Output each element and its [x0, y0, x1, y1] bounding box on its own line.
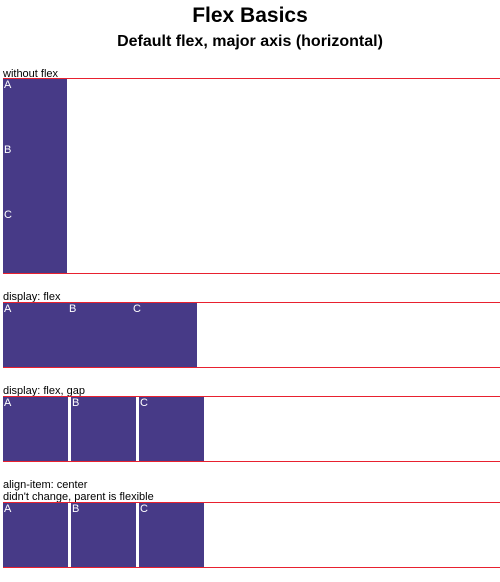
flex-item-b: B — [71, 503, 136, 567]
section-label-without-flex: without flex — [3, 68, 59, 80]
flex-item-b: B — [68, 303, 132, 367]
container-align-item-center: A B C — [3, 502, 500, 568]
flex-item-b: B — [3, 144, 67, 209]
flex-item-a: A — [3, 503, 68, 567]
flex-item-a: A — [3, 303, 68, 367]
flex-item-c: C — [139, 503, 204, 567]
section-label-display-flex: display: flex — [3, 291, 61, 303]
flex-item-c: C — [139, 397, 204, 461]
flex-item-a: A — [3, 79, 67, 144]
container-display-flex: A B C — [3, 302, 500, 368]
section-label-display-flex-gap: display: flex, gap — [3, 385, 85, 397]
section-label-align-item-center: align-item: center — [3, 479, 88, 491]
flex-item-c: C — [132, 303, 197, 367]
flex-item-c: C — [3, 209, 67, 273]
flex-item-a: A — [3, 397, 68, 461]
page-title: Flex Basics — [192, 4, 308, 27]
container-without-flex: A B C — [3, 78, 500, 274]
container-display-flex-gap: A B C — [3, 396, 500, 462]
page-subtitle: Default flex, major axis (horizontal) — [117, 33, 383, 50]
flex-item-b: B — [71, 397, 136, 461]
section-note: didn't change, parent is flexible — [3, 491, 154, 503]
